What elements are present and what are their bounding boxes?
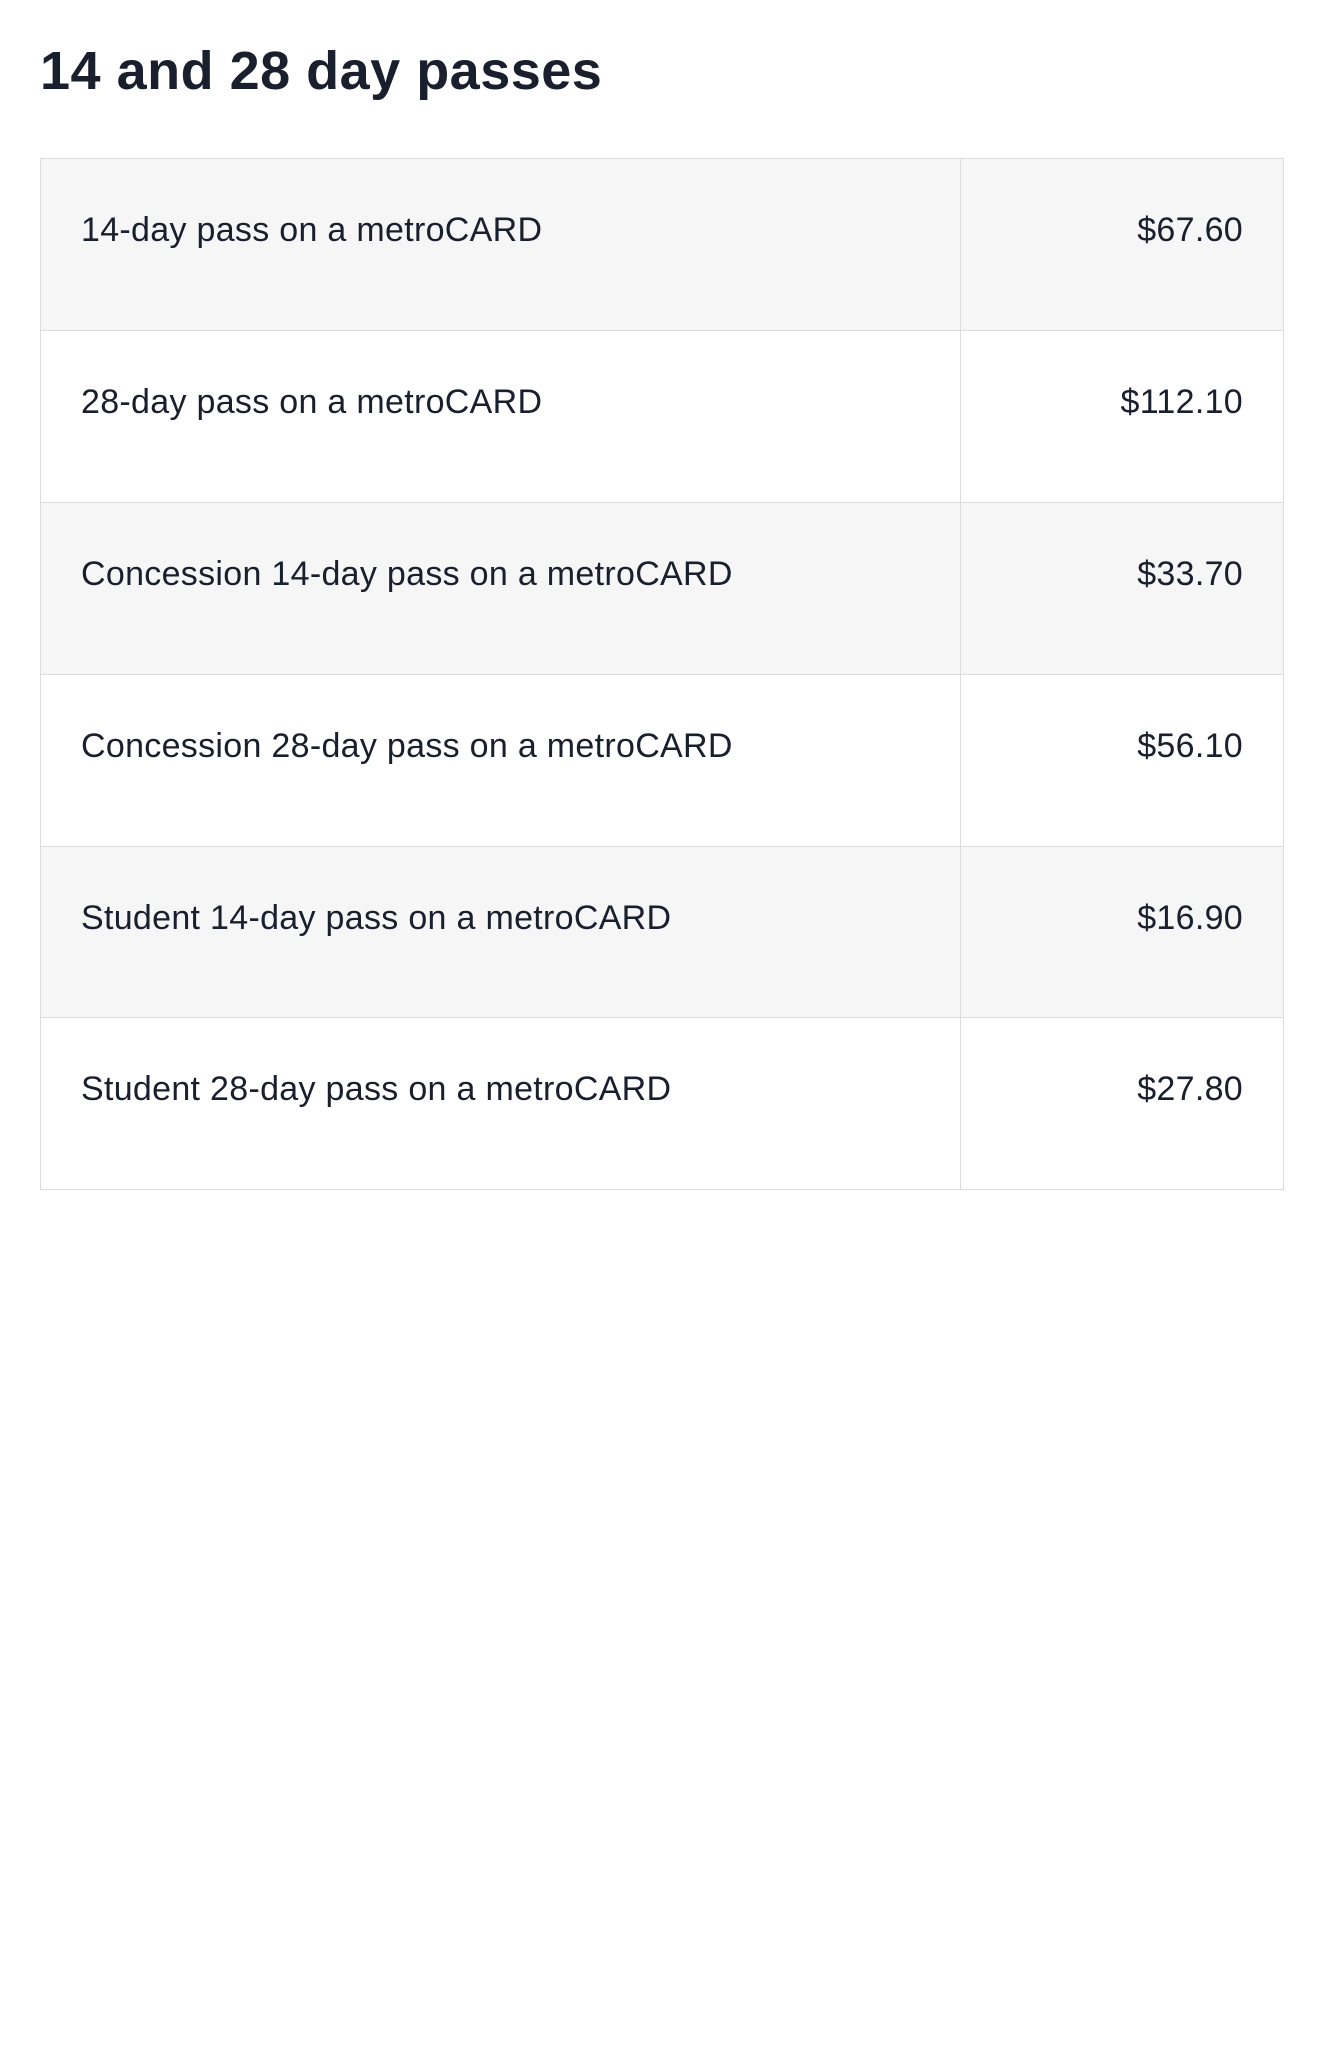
- pass-price: $16.90: [960, 846, 1283, 1018]
- pass-price: $67.60: [960, 159, 1283, 331]
- table-row: Student 14-day pass on a metroCARD $16.9…: [41, 846, 1284, 1018]
- pass-label: 14-day pass on a metroCARD: [41, 159, 961, 331]
- pass-label: Concession 28-day pass on a metroCARD: [41, 674, 961, 846]
- pass-price: $27.80: [960, 1018, 1283, 1190]
- page-title: 14 and 28 day passes: [40, 40, 1284, 102]
- pass-label: Student 14-day pass on a metroCARD: [41, 846, 961, 1018]
- passes-table: 14-day pass on a metroCARD $67.60 28-day…: [40, 158, 1284, 1190]
- table-row: 28-day pass on a metroCARD $112.10: [41, 330, 1284, 502]
- pass-label: 28-day pass on a metroCARD: [41, 330, 961, 502]
- table-row: Concession 28-day pass on a metroCARD $5…: [41, 674, 1284, 846]
- pass-price: $112.10: [960, 330, 1283, 502]
- pass-label: Student 28-day pass on a metroCARD: [41, 1018, 961, 1190]
- table-row: Student 28-day pass on a metroCARD $27.8…: [41, 1018, 1284, 1190]
- pass-label: Concession 14-day pass on a metroCARD: [41, 502, 961, 674]
- table-row: 14-day pass on a metroCARD $67.60: [41, 159, 1284, 331]
- pass-price: $33.70: [960, 502, 1283, 674]
- table-row: Concession 14-day pass on a metroCARD $3…: [41, 502, 1284, 674]
- pass-price: $56.10: [960, 674, 1283, 846]
